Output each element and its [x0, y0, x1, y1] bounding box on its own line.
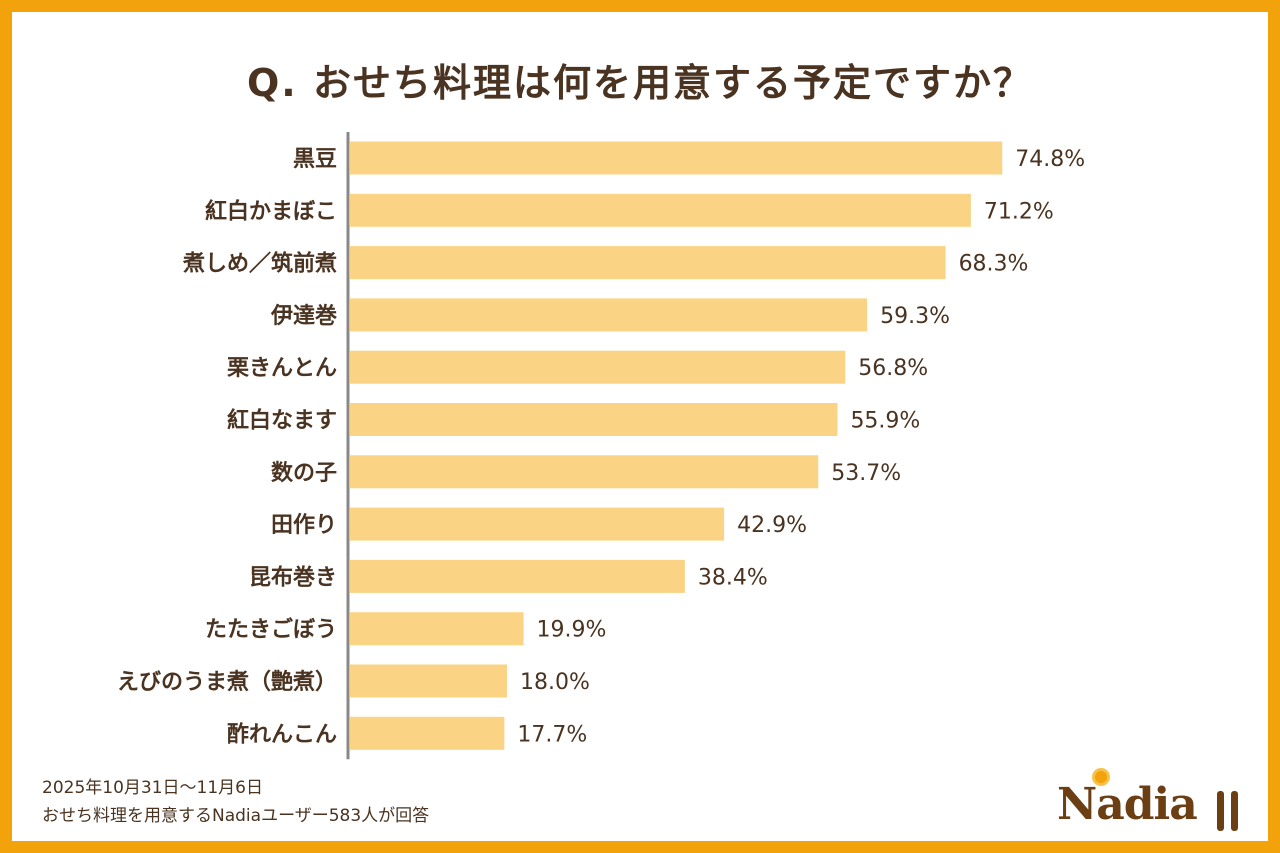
category-label: 昆布巻き [249, 564, 337, 590]
bar-chart: 黒豆 74.8% 紅白かまぼこ 71.2% 煮しめ／筑前煮 68.3% 伊達巻 59.3% 栗き… [117, 132, 1085, 760]
survey-respondents: おせち料理を用意するNadiaユーザー583人が回答 [42, 806, 430, 826]
value-label: 17.7% [517, 722, 587, 747]
category-label: 紅白かまぼこ [205, 198, 337, 224]
category-label: 黒豆 [293, 147, 337, 172]
value-label: 56.8% [858, 356, 928, 381]
value-label: 38.4% [698, 565, 768, 590]
chart-card: Q. おせち料理は何を用意する予定ですか？ 黒豆 74.8% 紅白かまぼこ 71.2%… [12, 12, 1268, 841]
category-label: えびのうま煮（艶煮） [117, 669, 337, 695]
category-label: 紅白なます [227, 408, 337, 434]
bar [350, 350, 846, 384]
value-label: 53.7% [831, 461, 901, 486]
bar [350, 298, 868, 332]
bar [350, 559, 685, 593]
bar [350, 141, 1003, 175]
survey-period: 2025年10月31日～11月6日 [42, 778, 263, 798]
nadia-logo: Nadia [1057, 771, 1247, 837]
bar [350, 403, 838, 436]
value-label: 42.9% [737, 513, 807, 538]
category-label: たたきごぼう [205, 617, 337, 643]
bar [350, 664, 507, 698]
value-label: 19.9% [537, 618, 607, 643]
bar [350, 612, 524, 646]
category-label: 伊達巻 [270, 303, 337, 329]
category-label: 酢れんこん [227, 722, 337, 747]
bar [350, 716, 505, 750]
category-label: 田作り [271, 513, 337, 538]
value-label: 59.3% [880, 304, 950, 329]
fork-icon [1217, 791, 1224, 831]
value-label: 55.9% [850, 409, 920, 434]
value-label: 18.0% [520, 670, 590, 695]
value-label: 74.8% [1015, 147, 1085, 172]
footer-note: 2025年10月31日～11月6日 おせち料理を用意するNadiaユーザー583… [42, 774, 429, 830]
category-label: 数の子 [271, 460, 337, 486]
category-label: 栗きんとん [227, 356, 337, 381]
value-label: 68.3% [959, 252, 1029, 277]
category-label: 煮しめ／筑前煮 [182, 251, 337, 277]
chart-title: Q. おせち料理は何を用意する予定ですか？ [247, 61, 1033, 105]
bar [350, 246, 946, 280]
bar [350, 193, 971, 227]
logo-text: Nadia [1057, 779, 1198, 830]
value-label: 71.2% [984, 199, 1054, 224]
bar [350, 455, 819, 489]
flower-icon [1095, 771, 1107, 783]
spoon-icon [1231, 791, 1238, 831]
bar [350, 507, 725, 541]
